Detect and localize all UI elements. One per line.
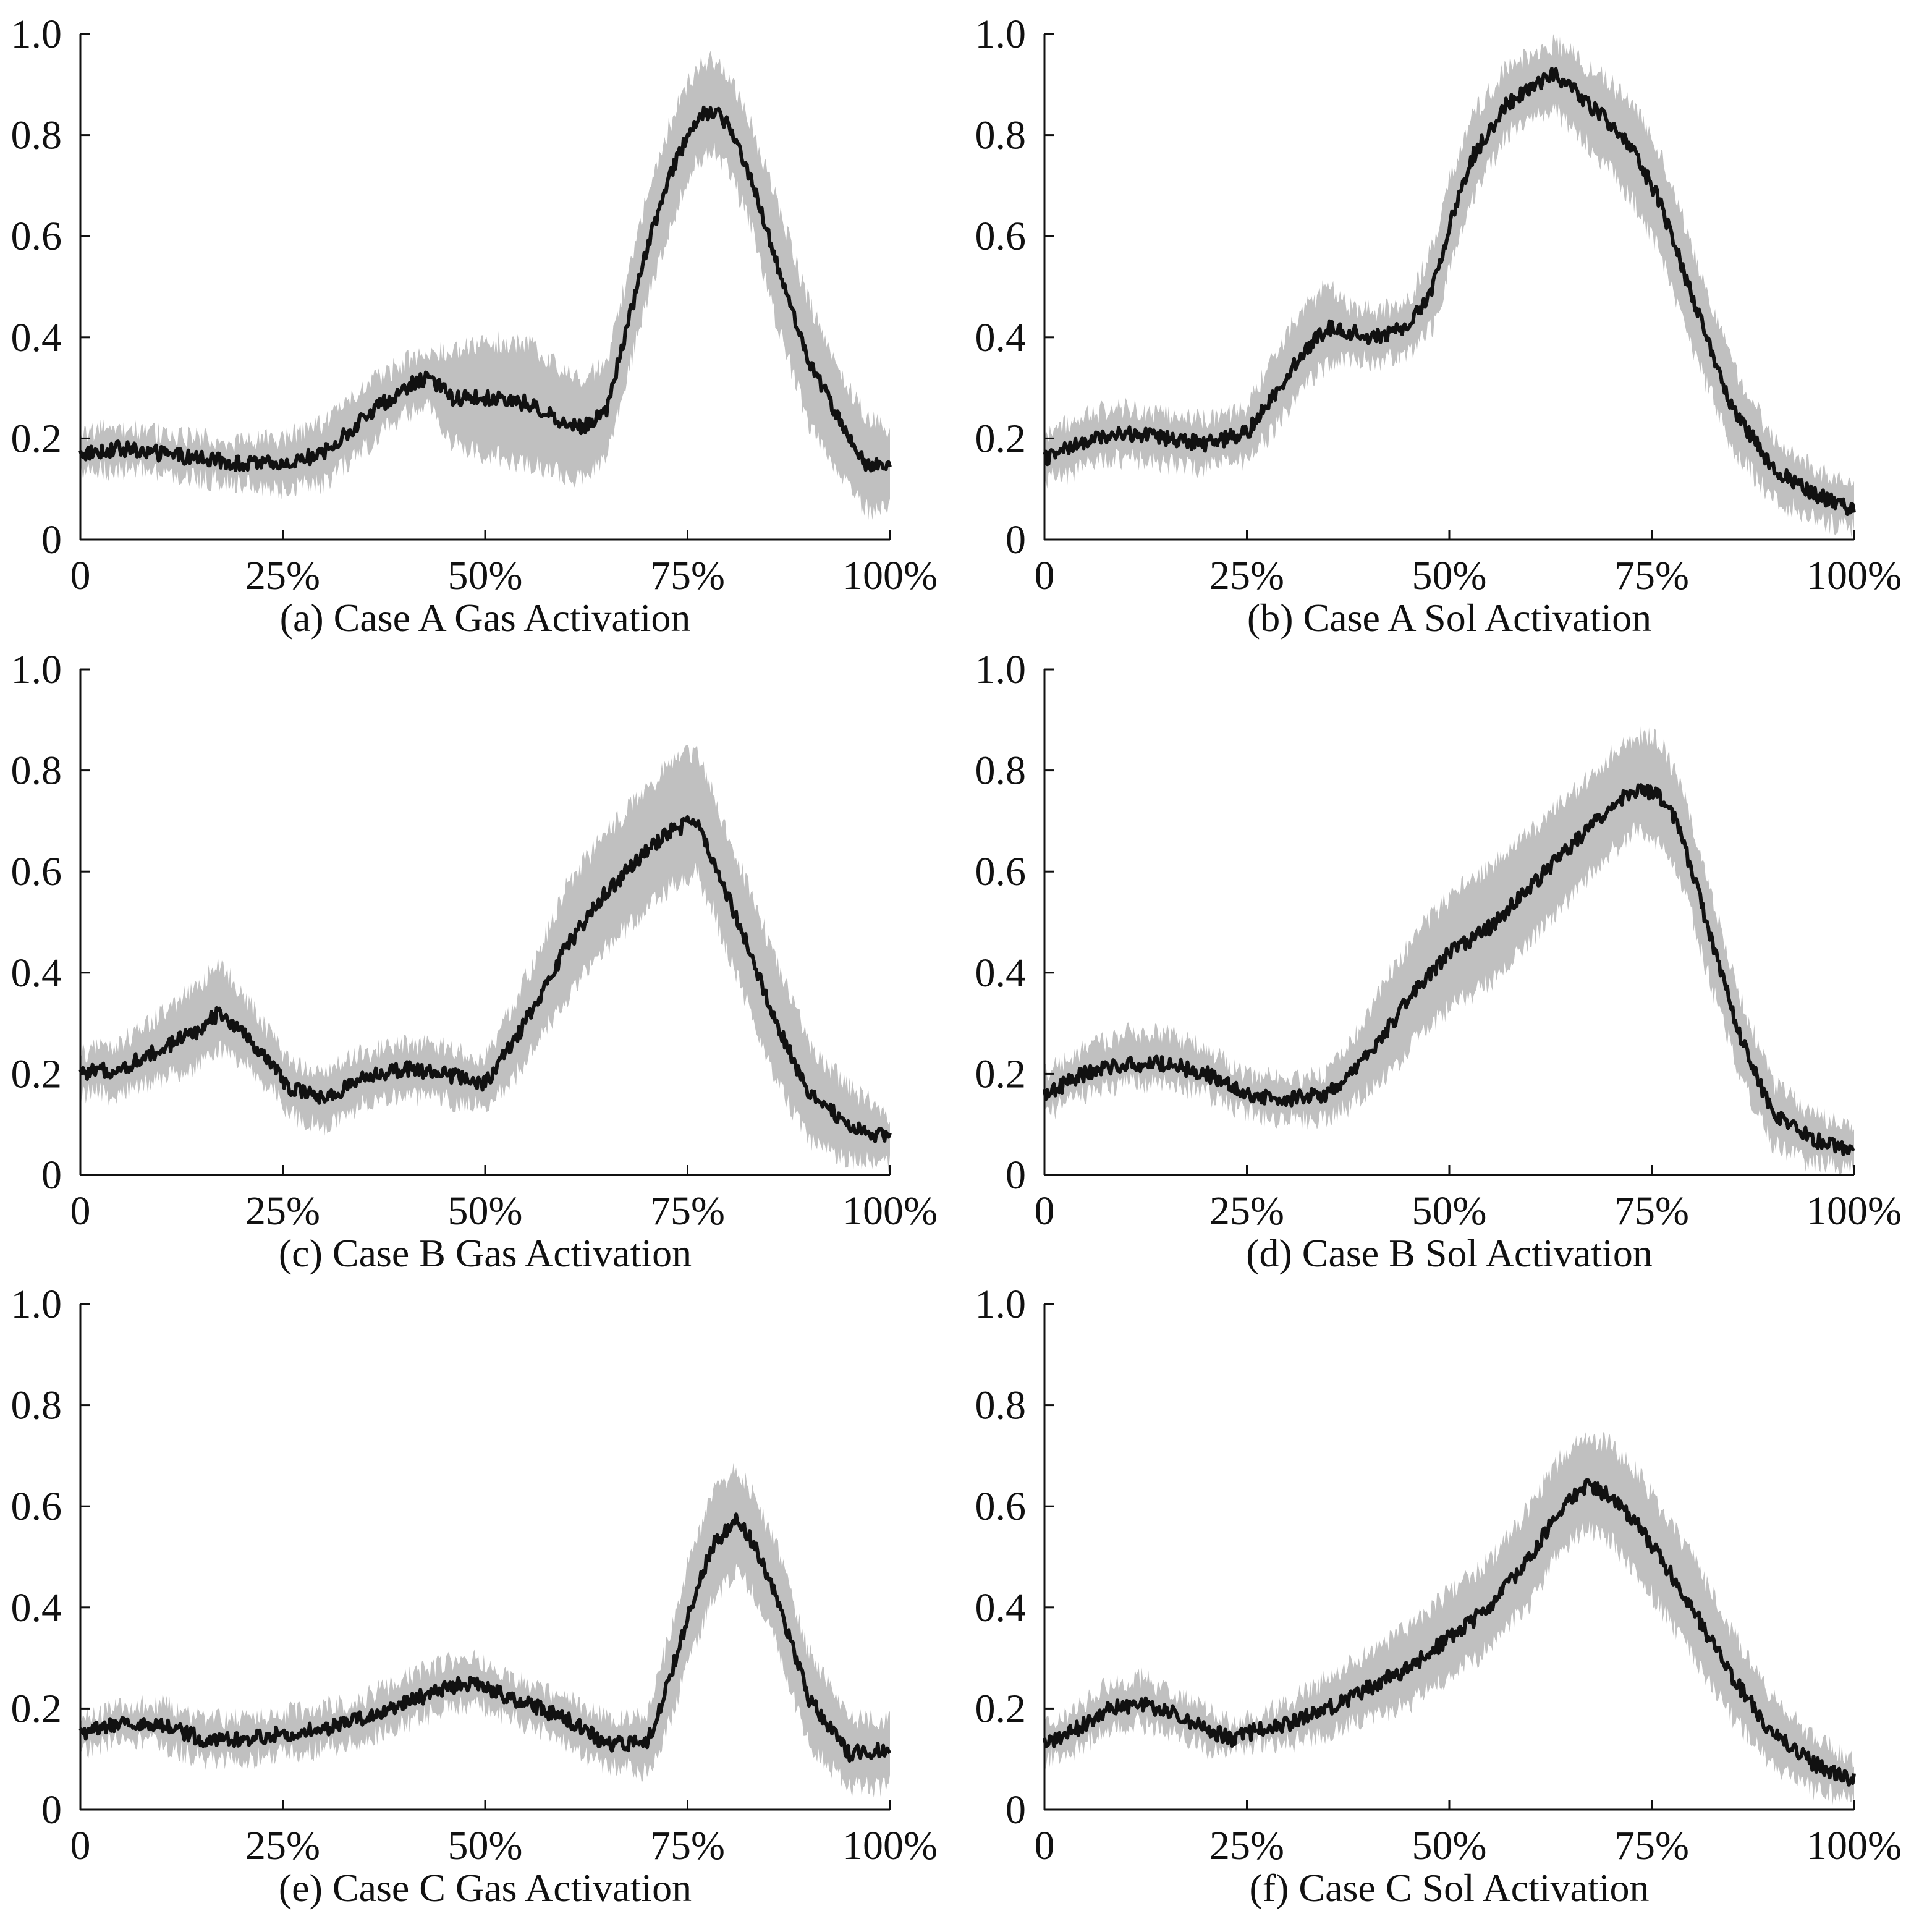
mean-line-c	[78, 815, 892, 1143]
chart-caption-e: (e) Case C Gas Activation	[279, 1866, 692, 1910]
variability-band-a	[80, 51, 890, 520]
chart-panel-c: 0 25% 50% 75% 100% 0 0.2 0.4 0.6 0.8 1.0 (c) Case B…	[11, 647, 938, 1275]
y-tick-label-a: 0.2	[11, 416, 62, 461]
y-tick-label-c: 0.6	[11, 849, 62, 894]
x-tick-label-c: 100%	[842, 1188, 938, 1234]
y-tick-label-e: 0.6	[11, 1484, 62, 1529]
x-tick-label-c: 0	[70, 1188, 91, 1234]
variability-band-f	[1044, 1431, 1854, 1805]
y-tick-label-a: 1.0	[11, 12, 62, 57]
y-tick-label-a: 0.8	[11, 113, 62, 158]
y-tick-label-e: 0.8	[11, 1383, 62, 1428]
chart-caption-f: (f) Case C Sol Activation	[1249, 1866, 1649, 1910]
x-tick-label-b: 50%	[1412, 553, 1487, 598]
mean-line-e	[78, 1512, 892, 1763]
x-tick-label-c: 75%	[650, 1188, 725, 1234]
x-tick-label-d: 50%	[1412, 1188, 1487, 1234]
x-tick-label-a: 0	[70, 553, 91, 598]
x-tick-label-f: 25%	[1209, 1823, 1284, 1868]
chart-panel-d: 0 25% 50% 75% 100% 0 0.2 0.4 0.6 0.8 1.0 (d) Case B…	[975, 647, 1902, 1275]
y-tick-label-d: 0.4	[975, 951, 1027, 996]
x-tick-label-e: 100%	[842, 1823, 938, 1868]
y-tick-label-e: 0.2	[11, 1686, 62, 1731]
y-tick-label-f: 0.6	[975, 1484, 1027, 1529]
chart-panel-e: 0 25% 50% 75% 100% 0 0.2 0.4 0.6 0.8 1.0 (e) Case C…	[11, 1282, 938, 1910]
y-tick-label-d: 0.6	[975, 849, 1027, 894]
mean-line-a	[78, 105, 892, 473]
y-tick-label-b: 1.0	[975, 12, 1027, 57]
y-tick-label-d: 1.0	[975, 647, 1027, 692]
x-tick-label-f: 75%	[1614, 1823, 1689, 1868]
chart-caption-c: (c) Case B Gas Activation	[279, 1231, 692, 1275]
x-tick-label-d: 25%	[1209, 1188, 1284, 1234]
y-tick-label-c: 0	[41, 1153, 62, 1198]
x-tick-label-e: 25%	[245, 1823, 320, 1868]
variability-band-c	[80, 745, 890, 1173]
y-tick-label-f: 0.2	[975, 1686, 1027, 1731]
y-tick-label-c: 0.8	[11, 748, 62, 794]
y-tick-label-d: 0.2	[975, 1051, 1027, 1096]
y-tick-label-b: 0.2	[975, 416, 1027, 461]
x-tick-label-b: 0	[1035, 553, 1055, 598]
chart-caption-a: (a) Case A Gas Activation	[280, 596, 691, 640]
variability-band-d	[1044, 726, 1854, 1175]
y-tick-label-a: 0	[41, 517, 62, 562]
y-tick-label-e: 0.4	[11, 1585, 62, 1630]
y-tick-label-f: 0	[1006, 1787, 1026, 1832]
mean-line-d	[1043, 783, 1855, 1156]
y-tick-label-e: 0	[41, 1787, 62, 1832]
y-tick-label-b: 0	[1006, 517, 1026, 562]
y-tick-label-f: 0.4	[975, 1585, 1027, 1630]
x-tick-label-d: 75%	[1614, 1188, 1689, 1234]
x-tick-label-b: 100%	[1806, 553, 1902, 598]
chart-panel-b: 0 25% 50% 75% 100% 0 0.2 0.4 0.6 0.8 1.0 (b) Case A…	[975, 12, 1902, 640]
x-tick-label-a: 50%	[448, 553, 523, 598]
chart-panel-f: 0 25% 50% 75% 100% 0 0.2 0.4 0.6 0.8 1.0 (f) Case C…	[975, 1282, 1902, 1910]
x-tick-label-a: 100%	[842, 553, 938, 598]
x-tick-label-b: 25%	[1209, 553, 1284, 598]
x-tick-label-d: 0	[1035, 1188, 1055, 1234]
x-tick-label-e: 0	[70, 1823, 91, 1868]
y-tick-label-b: 0.6	[975, 214, 1027, 259]
y-tick-label-f: 0.8	[975, 1383, 1027, 1428]
y-tick-label-e: 1.0	[11, 1282, 62, 1327]
x-tick-label-f: 0	[1035, 1823, 1055, 1868]
x-tick-label-d: 100%	[1806, 1188, 1902, 1234]
variability-band-b	[1044, 34, 1854, 538]
y-tick-label-d: 0	[1006, 1153, 1026, 1198]
chart-caption-b: (b) Case A Sol Activation	[1247, 596, 1651, 640]
x-tick-label-f: 100%	[1806, 1823, 1902, 1868]
y-tick-label-f: 1.0	[975, 1282, 1027, 1327]
mean-line-f	[1043, 1478, 1856, 1787]
y-tick-label-c: 0.4	[11, 951, 62, 996]
chart-caption-d: (d) Case B Sol Activation	[1246, 1231, 1653, 1275]
x-tick-label-b: 75%	[1614, 553, 1689, 598]
y-tick-label-a: 0.6	[11, 214, 62, 259]
x-tick-label-a: 75%	[650, 553, 725, 598]
chart-panel-a: 0 25% 50% 75% 100% 0 0.2 0.4 0.6 0.8 1.0 (a) Case A…	[11, 12, 938, 640]
x-tick-label-f: 50%	[1412, 1823, 1487, 1868]
x-tick-label-a: 25%	[245, 553, 320, 598]
mean-line-b	[1043, 67, 1856, 516]
y-tick-label-a: 0.4	[11, 315, 62, 360]
y-tick-label-b: 0.4	[975, 315, 1027, 360]
y-tick-label-d: 0.8	[975, 748, 1027, 794]
y-tick-label-b: 0.8	[975, 113, 1027, 158]
x-tick-label-c: 50%	[448, 1188, 523, 1234]
y-tick-label-c: 0.2	[11, 1051, 62, 1096]
x-tick-label-c: 25%	[245, 1188, 320, 1234]
x-tick-label-e: 50%	[448, 1823, 523, 1868]
x-tick-label-e: 75%	[650, 1823, 725, 1868]
y-tick-label-c: 1.0	[11, 647, 62, 692]
